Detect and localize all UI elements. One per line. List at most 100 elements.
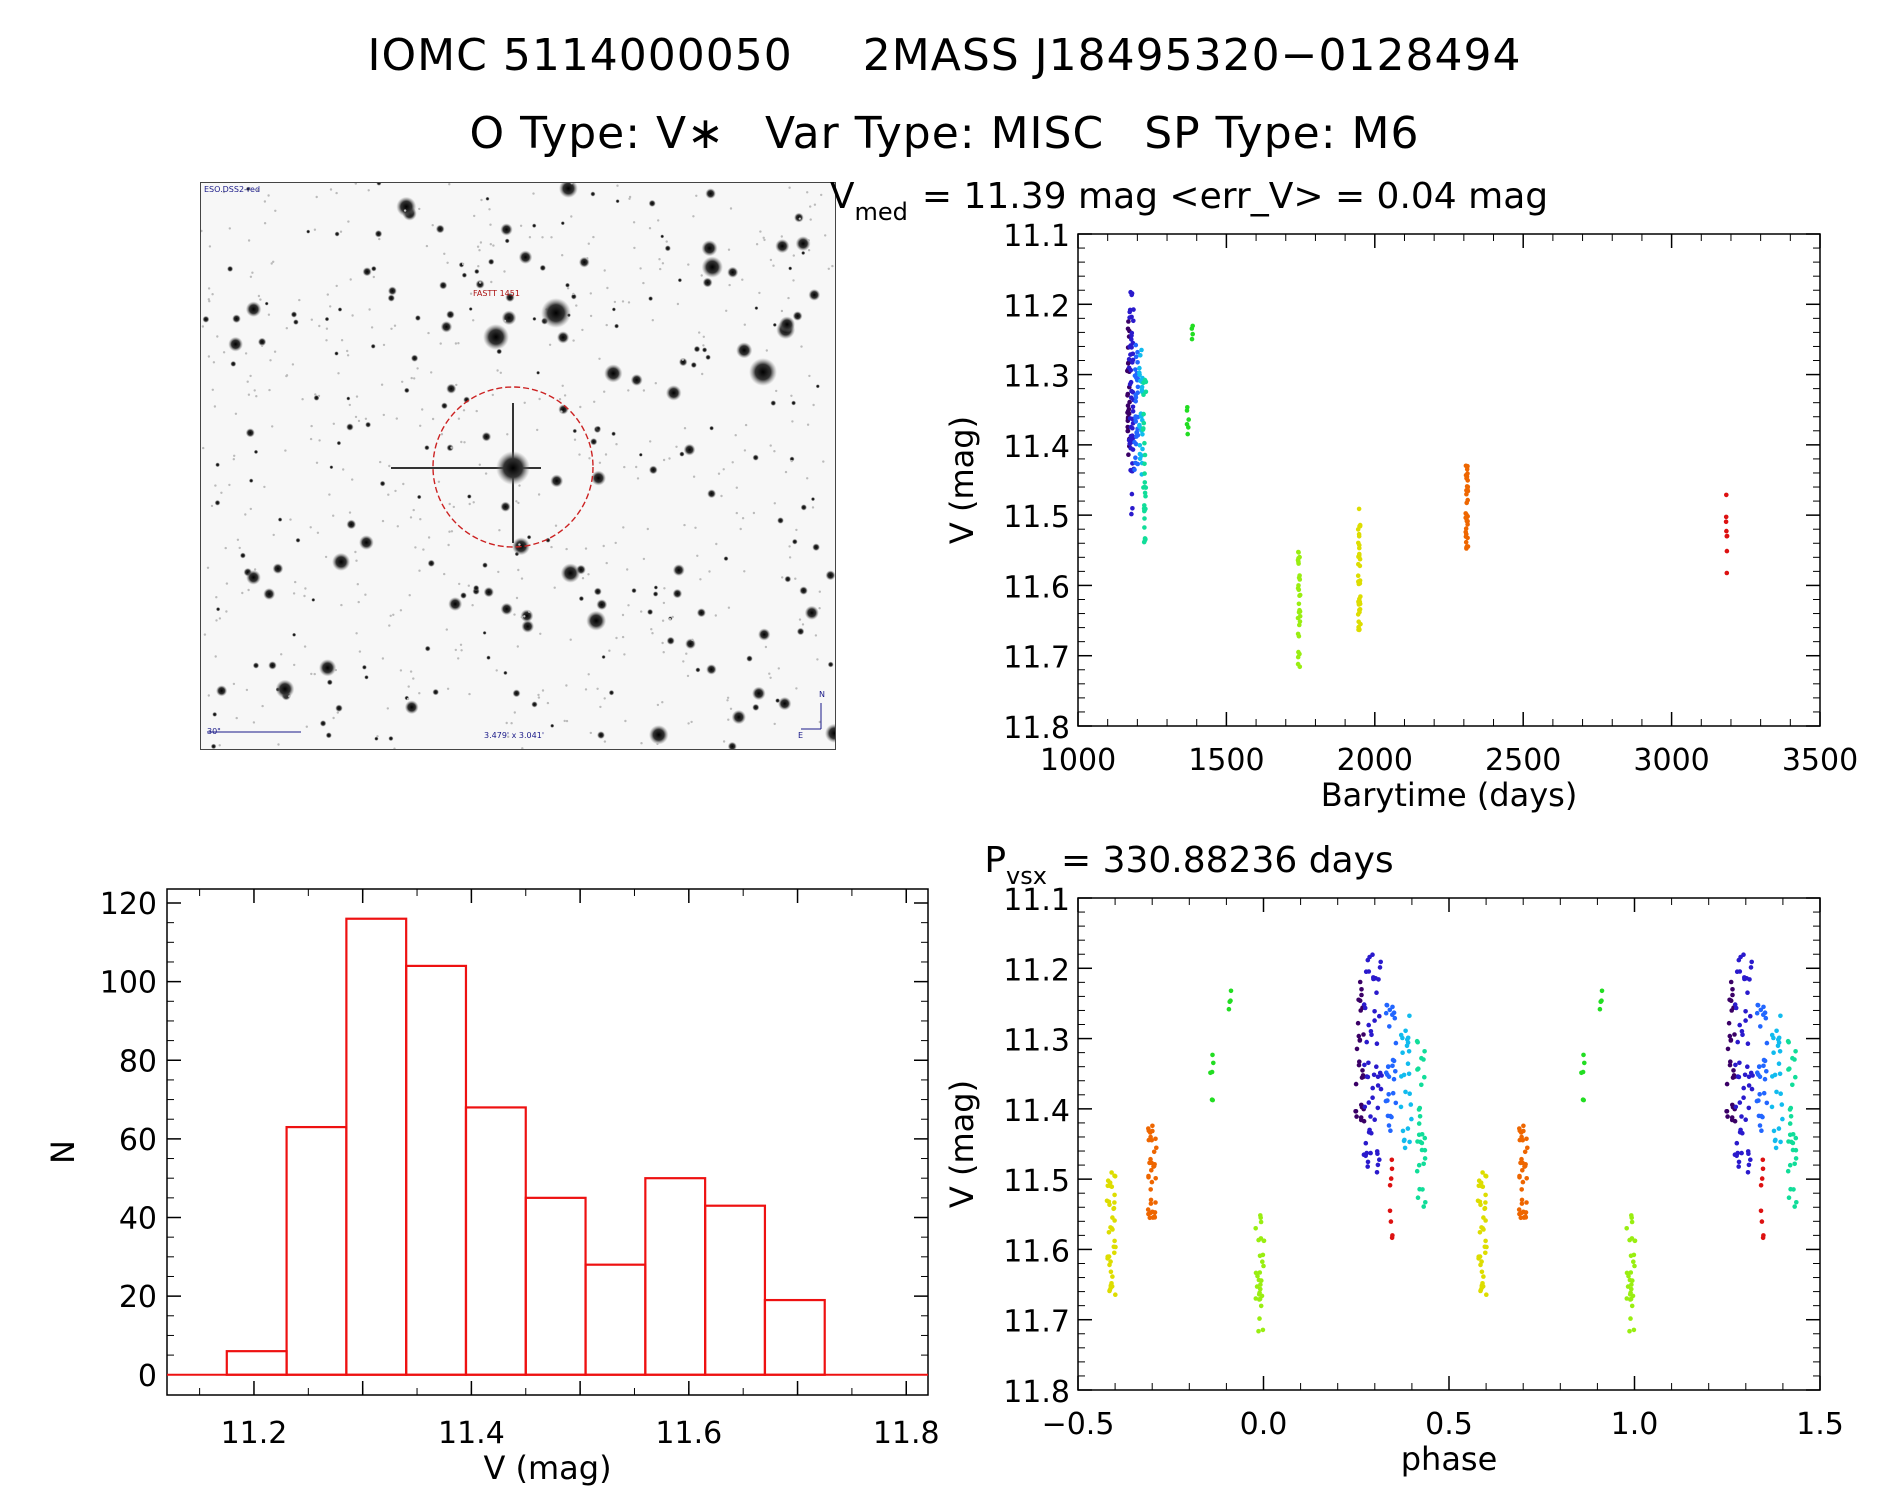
field-speck [661,641,664,645]
field-speck [741,517,745,520]
phased-point [1402,1145,1408,1151]
field-speck [316,531,320,534]
phased-point [1386,1123,1392,1128]
field-speck [267,313,271,316]
phased-point [1372,1009,1377,1014]
field-speck [408,594,411,597]
bright-star [541,298,571,328]
lightcurve-point [1126,365,1132,371]
field-star [608,689,615,696]
field-speck [587,242,590,245]
field-star [677,278,683,283]
field-speck [702,335,705,338]
field-speck [646,527,649,531]
field-star [460,592,467,599]
field-speck [777,667,780,670]
field-star [202,315,210,323]
field-speck [218,744,221,747]
field-star [727,741,737,749]
field-speck [249,507,252,511]
phased-point [1253,1296,1259,1301]
field-speck [427,331,430,335]
field-speck [515,500,518,503]
phased-point [1778,1091,1783,1096]
lightcurve-point [1464,500,1469,506]
lightcurve-point [1142,377,1148,383]
field-speck [602,544,605,548]
field-speck [354,550,357,554]
field-star [245,301,262,317]
field-star [440,321,453,333]
field-star [791,400,797,406]
field-speck [220,491,223,494]
phased-point [1406,1071,1412,1077]
phased-point [1746,1162,1752,1168]
phased-point [1754,1010,1760,1016]
field-speck [623,465,626,469]
phased-point [1629,1286,1634,1292]
field-star [648,199,656,207]
field-star [427,559,435,567]
lightcurve-point [1139,347,1144,353]
field-star [664,245,671,252]
field-speck [572,339,575,342]
field-speck [621,300,625,303]
field-speck [458,582,461,586]
lightcurve-point [1131,307,1136,312]
field-star [482,630,487,635]
field-star [485,196,490,201]
field-speck [235,716,238,720]
field-speck [256,188,260,192]
field-star [825,570,835,581]
field-speck [818,607,821,610]
field-speck [439,342,442,345]
phased-point [1109,1226,1114,1231]
phased-point [1371,1072,1377,1078]
field-star [387,294,395,302]
field-speck [548,343,552,346]
field-star [404,387,410,394]
field-star [334,351,339,356]
field-star [707,489,717,499]
phased-point [1384,1002,1389,1008]
field-speck [813,203,817,206]
field-speck [788,186,791,189]
field-speck [472,319,475,322]
field-star [346,396,351,401]
phased-point [1793,1074,1798,1080]
field-speck [598,461,602,464]
phased-point [1484,1292,1489,1297]
phased-point [1480,1184,1486,1189]
field-star [665,385,682,401]
field-star [257,337,267,347]
field-speck [401,380,404,383]
field-star [362,267,372,277]
field-speck [820,193,823,197]
field-star [590,191,596,197]
field-speck [393,747,396,749]
field-star [230,360,237,367]
phased-plot: Pvsx = 330.88236 days 11.1 11.2 11.3 11.4 11.… [943,840,1844,1478]
lightcurve-point [1186,417,1191,422]
phased-point [1257,1253,1263,1259]
phased-xtick-label: 0.5 [1425,1407,1473,1442]
phased-point [1747,977,1752,982]
field-speck [427,536,431,539]
field-star [374,736,379,741]
phased-ylabel: V (mag) [943,1080,981,1208]
lightcurve-ylabel: V (mag) [943,416,981,544]
lightcurve-point [1142,480,1148,485]
phased-point [1727,1033,1733,1039]
phased-point [1724,1109,1730,1114]
phased-point [1788,1186,1793,1192]
field-star [216,685,228,697]
phased-point [1731,1068,1736,1073]
phased-point [1759,1219,1765,1224]
phased-point [1762,1076,1768,1082]
field-speck [499,371,502,374]
field-star [683,443,696,456]
field-speck [263,200,267,203]
field-speck [336,711,339,714]
field-speck [479,281,482,284]
field-star [736,342,753,359]
